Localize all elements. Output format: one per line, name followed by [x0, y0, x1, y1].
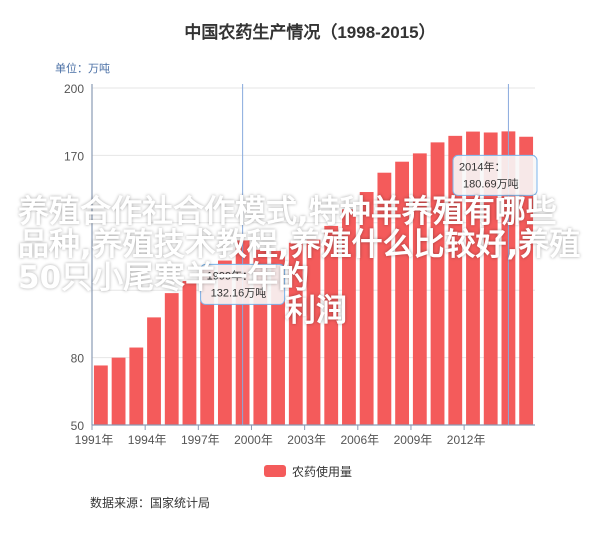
bar[interactable]	[93, 365, 108, 425]
chart-title: 中国农药生产情况（1998-2015）	[184, 22, 435, 42]
bar[interactable]	[200, 268, 215, 425]
tooltip-value: 132.16万吨	[211, 286, 267, 299]
x-tick-label: 1994年	[128, 433, 167, 447]
tooltips: 1999年： 132.16万吨 2014年： 180.69万吨	[200, 84, 538, 425]
bar[interactable]	[483, 132, 498, 425]
bar[interactable]	[324, 225, 339, 425]
tooltip-value: 180.69万吨	[463, 177, 519, 190]
bar[interactable]	[466, 131, 480, 425]
bar[interactable]	[395, 161, 410, 425]
x-tick-label: 2006年	[340, 433, 379, 447]
unit-label: 单位：万吨	[55, 61, 110, 75]
tooltip-box	[200, 263, 286, 305]
tooltip-title: 2014年：	[459, 159, 505, 173]
bar[interactable]	[288, 242, 303, 425]
bar[interactable]	[306, 239, 321, 425]
y-tick-label: 80	[71, 352, 85, 366]
y-tick-label: 50	[71, 419, 85, 433]
bar[interactable]	[430, 142, 445, 426]
bar[interactable]	[359, 192, 374, 425]
bars	[93, 131, 534, 426]
x-tick-label: 1997年	[181, 433, 220, 447]
legend-label: 农药使用量	[292, 464, 352, 479]
legend-swatch	[264, 465, 286, 477]
bar[interactable]	[377, 172, 392, 425]
axes: 1991年 1994年 1997年 2000年 2003年 2006年 2009年 2012年	[75, 84, 535, 447]
y-tick-label: 200	[64, 82, 84, 96]
tooltip-box	[452, 154, 538, 196]
legend[interactable]: 农药使用量	[264, 464, 352, 479]
x-tick-label: 2000年	[234, 433, 273, 447]
x-tick-label: 2003年	[287, 433, 326, 447]
y-tick-label: 170	[64, 149, 84, 163]
source-note: 数据来源：国家统计局	[90, 495, 210, 510]
bar[interactable]	[164, 293, 179, 425]
x-tick-label: 1991年	[75, 433, 114, 447]
bar[interactable]	[111, 357, 126, 425]
bar[interactable]	[519, 136, 534, 425]
bar[interactable]	[129, 347, 144, 425]
bar[interactable]	[412, 153, 427, 426]
bar[interactable]	[147, 317, 161, 425]
bar[interactable]	[182, 281, 197, 425]
tooltip-title: 1999年：	[207, 268, 253, 282]
bar[interactable]	[342, 209, 356, 425]
x-tick-label: 2009年	[394, 433, 433, 447]
x-tick-label: 2012年	[447, 433, 486, 447]
bar[interactable]	[448, 135, 463, 425]
